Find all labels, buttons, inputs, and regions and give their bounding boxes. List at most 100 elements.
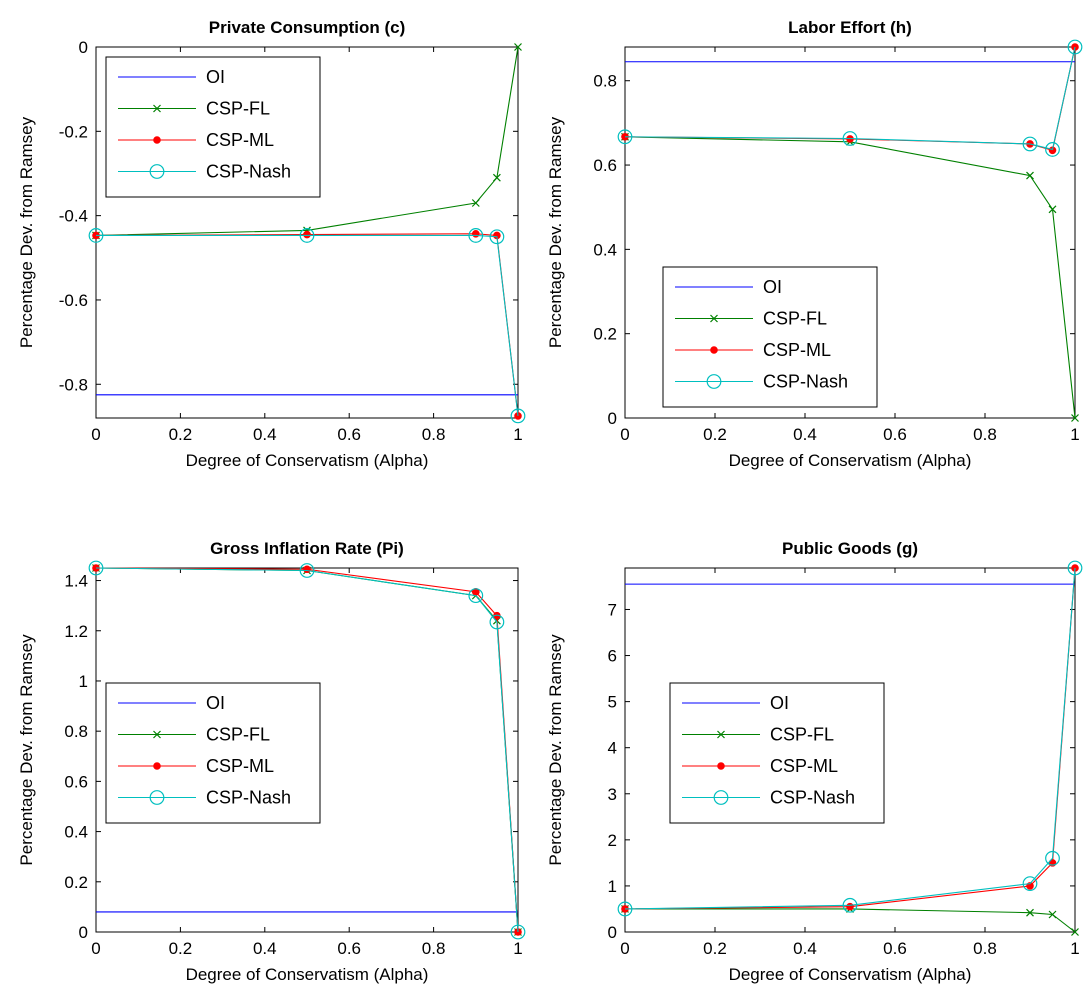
legend: OI CSP-FL CSP-ML CSP-Nash [669,682,885,824]
y-tick-label: 0.6 [64,772,88,791]
series-csp-nash-point [299,228,315,243]
x-tick-label: 0.8 [422,425,446,444]
series-csp-fl-point-stroke [1071,414,1079,422]
legend-swatch-marker-stroke [153,730,161,739]
series-csp-fl-point-stroke [1048,205,1057,214]
x-axis-label: Degree of Conservatism (Alpha) [186,451,429,470]
series-csp-fl-point [1048,910,1057,919]
legend-entry-csp-nash: CSP-Nash [675,372,848,392]
series-csp-nash-point [1067,39,1083,55]
y-tick-label: 0.4 [593,240,617,259]
x-tick-label: 1 [513,939,522,958]
legend-swatch-marker [149,164,165,179]
chart-title: Labor Effort (h) [788,18,912,37]
legend-entry-csp-nash: CSP-Nash [118,162,291,182]
legend-label: OI [206,67,225,87]
series-csp-ml-point [846,902,854,911]
y-tick-label: -0.6 [59,291,88,310]
y-tick-label: 0 [79,923,88,942]
series-csp-nash [617,560,1083,917]
chart-panel-4: Public Goods (g) 0 0.2 0.4 0.6 0.8 1 0 1 2 3 4 5 6 7 De… [546,539,1083,984]
series-csp-fl-point [492,173,501,182]
legend-swatch-marker [153,762,161,770]
series-csp-fl-point-stroke [1026,908,1034,917]
y-tick-label: 1.4 [64,572,88,591]
series-csp-nash-point [489,614,505,630]
legend-entry-csp-fl: CSP-FL [118,725,270,745]
legend-swatch-marker [149,790,165,805]
series-csp-fl-point [1071,414,1079,422]
y-tick-label: -0.4 [59,207,88,226]
legend-box [105,56,321,198]
legend-label: CSP-Nash [770,788,855,808]
series-csp-nash-point [1045,142,1060,157]
series-csp-nash-point [617,901,633,917]
series-csp-nash-point [468,588,484,604]
legend-label: CSP-Nash [206,162,291,182]
y-tick-label: 0 [608,409,617,428]
legend-swatch-marker [706,374,722,389]
chart-panel-3: Gross Inflation Rate (Pi) 0 0.2 0.4 0.6 0.8 1 0… [17,539,526,984]
series-csp-ml-point [303,230,311,239]
y-tick-label: -0.2 [59,122,88,141]
series-csp-nash-point [1022,136,1038,152]
series-csp-ml-point [303,565,311,574]
series-csp-nash-point [489,229,505,245]
chart-title: Private Consumption (c) [209,18,405,37]
legend-swatch-marker [713,790,729,805]
series-csp-nash-point [1022,876,1038,892]
series-csp-fl-point [1026,908,1034,917]
series-csp-nash-line [624,567,1076,910]
legend-entry-csp-ml: CSP-ML [682,756,838,776]
y-tick-label: 0.8 [64,722,88,741]
legend-label: CSP-ML [763,340,831,360]
legend-swatch-marker-stroke [710,314,718,323]
legend-label: CSP-ML [206,130,274,150]
legend-entry-csp-nash: CSP-Nash [682,788,855,808]
series-csp-nash-point [617,129,633,145]
legend-label: CSP-FL [763,309,827,329]
x-tick-label: 0 [91,425,100,444]
chart-title: Gross Inflation Rate (Pi) [210,539,404,558]
y-tick-label: 0.2 [64,873,88,892]
series-csp-fl-point [1026,171,1034,180]
legend-label: OI [206,693,225,713]
y-tick-label: 0.4 [64,823,88,842]
y-tick-label: 7 [608,600,617,619]
x-tick-label: 0.6 [883,425,907,444]
x-tick-label: 0.2 [169,939,193,958]
legend-entry-oi: OI [118,67,225,87]
y-tick-label: 0.2 [593,325,617,344]
legend-swatch-marker [710,314,718,323]
series-csp-fl-point [514,43,522,51]
legend: OI CSP-FL CSP-ML CSP-Nash [105,56,321,198]
legend-label: CSP-FL [206,725,270,745]
legend-entry-csp-ml: CSP-ML [118,130,274,150]
series-csp-nash-point [842,131,858,146]
legend: OI CSP-FL CSP-ML CSP-Nash [105,682,321,824]
x-axis-label: Degree of Conservatism (Alpha) [729,965,972,984]
x-tick-label: 0 [620,425,629,444]
y-tick-label: -0.8 [59,375,88,394]
legend-swatch-marker [153,136,161,144]
legend-label: CSP-FL [206,99,270,119]
series-csp-fl-point-stroke [514,43,522,51]
x-tick-label: 1 [513,425,522,444]
series-csp-nash-point [299,563,315,578]
series-csp-nash-point [88,228,104,243]
series-csp-nash-point [510,924,526,940]
series-csp-nash-point [468,228,484,243]
series-csp-nash-point [842,897,858,913]
x-tick-label: 0 [91,939,100,958]
x-axis-label: Degree of Conservatism (Alpha) [729,451,972,470]
series-csp-nash [88,228,526,424]
x-axis-label: Degree of Conservatism (Alpha) [186,965,429,984]
legend-entry-csp-nash: CSP-Nash [118,788,291,808]
x-tick-label: 0.8 [973,425,997,444]
y-tick-label: 4 [608,739,617,758]
legend-entry-csp-fl: CSP-FL [118,99,270,119]
x-tick-label: 0.4 [253,425,277,444]
legend-label: OI [770,693,789,713]
x-tick-label: 1 [1070,939,1079,958]
legend: OI CSP-FL CSP-ML CSP-Nash [662,266,878,408]
